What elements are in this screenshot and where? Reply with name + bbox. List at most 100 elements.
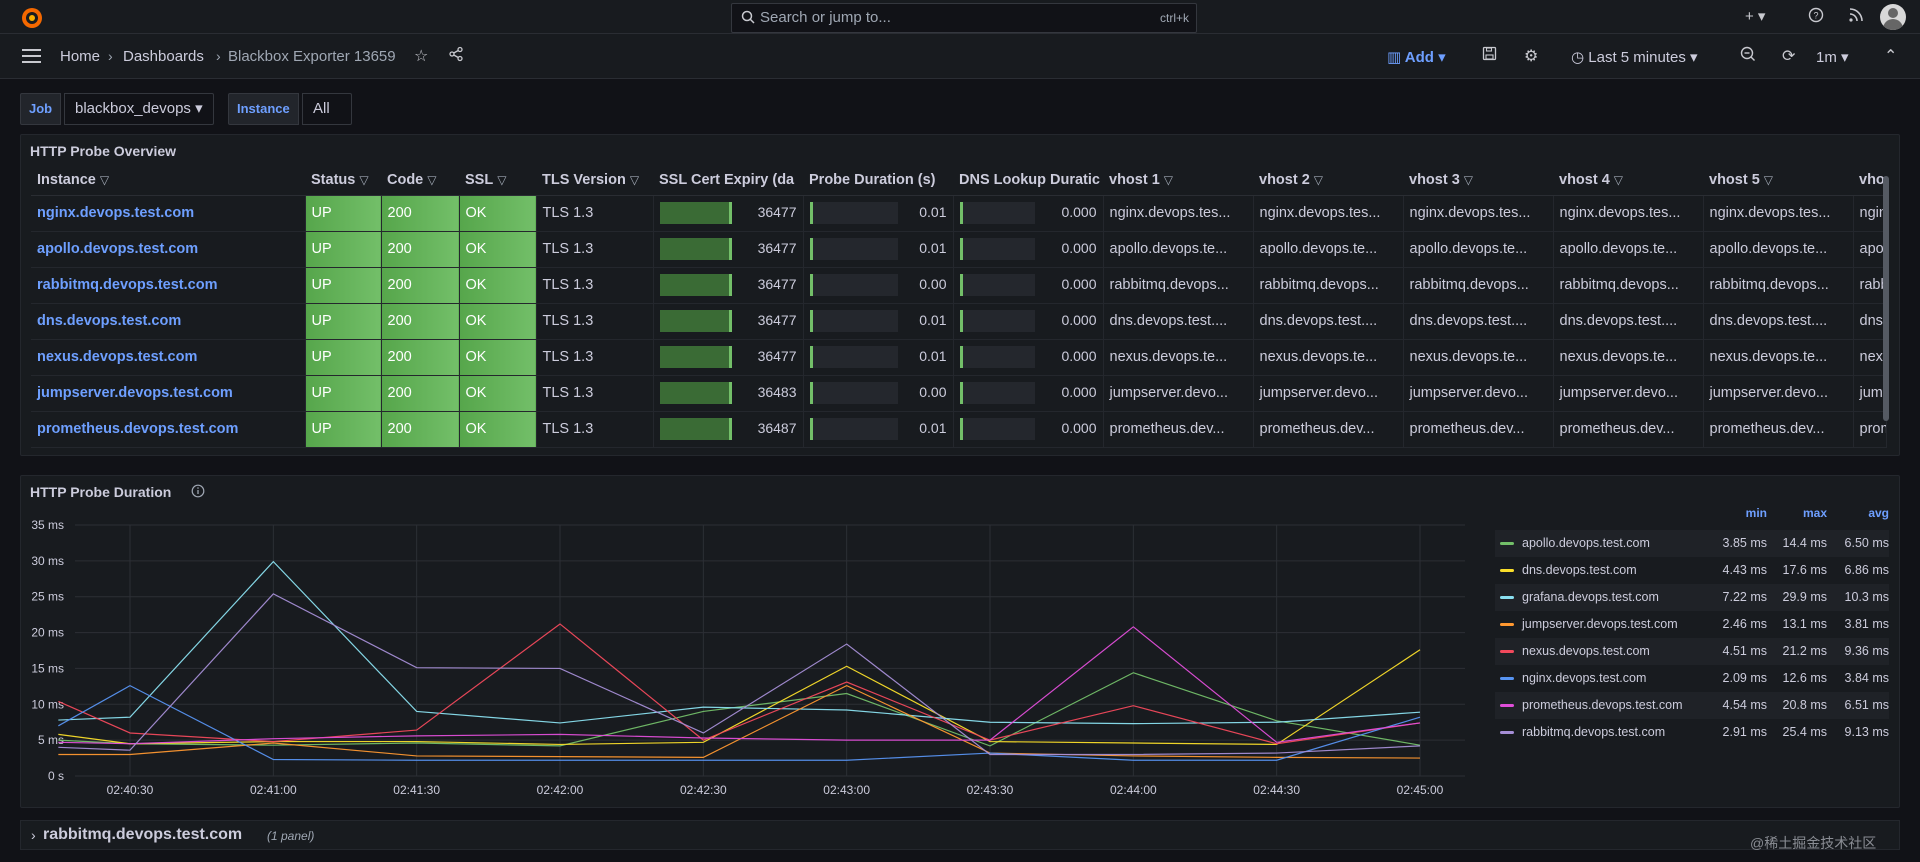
top-bar: Search or jump to... ctrl+k + ▾ ? [0,0,1920,34]
filter-icon[interactable]: ▽ [427,172,437,187]
vertical-scrollbar[interactable] [1883,176,1889,421]
breadcrumb-dashboards[interactable]: Dashboards [123,48,204,65]
add-panel-icon: ▥ [1387,49,1405,66]
vhost-cell: dns.d [1853,303,1887,340]
legend-min-value: 2.09 ms [1722,671,1767,685]
ssl-expiry-gauge: 36477 [653,231,804,268]
legend-item[interactable]: grafana.devops.test.com 7.22 ms 29.9 ms 10.… [1495,584,1889,611]
zoom-out-icon[interactable] [1740,46,1756,67]
time-range-picker[interactable]: ◷ Last 5 minutes ▾ [1571,49,1698,66]
help-icon[interactable]: ? [1808,7,1824,27]
plus-icon[interactable]: + ▾ [1745,8,1766,25]
column-header[interactable]: vhost 5 ▽ [1703,165,1853,196]
legend-max-value: 21.2 ms [1782,644,1827,658]
column-header[interactable]: TLS Version ▽ [536,165,653,196]
legend-item[interactable]: dns.devops.test.com 4.43 ms 17.6 ms 6.86 ms [1495,557,1889,584]
instance-link[interactable]: nexus.devops.test.com [31,339,306,376]
info-icon[interactable] [191,484,205,501]
vhost-cell: nexus.devops.te... [1403,339,1554,376]
column-header[interactable]: vhos [1853,165,1886,196]
table-row: rabbitmq.devops.test.com UP 200 OK TLS 1.3 36… [31,267,1887,304]
filter-icon[interactable]: ▽ [629,172,640,187]
job-variable-select[interactable]: blackbox_devops ▾ [64,93,214,125]
grafana-logo-icon[interactable] [20,6,44,30]
legend-avg-value: 3.84 ms [1844,671,1889,685]
collapsed-row-rabbitmq[interactable]: › rabbitmq.devops.test.com (1 panel) [20,820,1900,850]
legend-item[interactable]: prometheus.devops.test.com 4.54 ms 20.8 ms… [1495,692,1889,719]
legend-item[interactable]: jumpserver.devops.test.com 2.46 ms 13.1 ms… [1495,611,1889,638]
x-tick-label: 02:43:00 [823,783,870,797]
instance-link[interactable]: dns.devops.test.com [31,303,306,340]
refresh-icon[interactable]: ⟳ [1782,48,1796,65]
legend-header-avg[interactable]: avg [1868,506,1889,520]
legend-item[interactable]: nginx.devops.test.com 2.09 ms 12.6 ms 3.84 … [1495,665,1889,692]
column-header[interactable]: vhost 4 ▽ [1553,165,1703,196]
legend-item[interactable]: nexus.devops.test.com 4.51 ms 21.2 ms 9.36 … [1495,638,1889,665]
vhost-cell: nginx [1853,195,1887,232]
dns-lookup-gauge: 0.000 [953,411,1104,448]
filter-icon[interactable]: ▽ [1163,172,1173,187]
column-header[interactable]: SSL ▽ [459,165,536,196]
rss-icon[interactable] [1848,7,1864,27]
share-icon[interactable] [448,46,464,67]
breadcrumb-home[interactable]: Home [60,48,101,65]
table-row: prometheus.devops.test.com UP 200 OK TLS 1.3… [31,411,1887,448]
column-header[interactable]: vhost 3 ▽ [1403,165,1553,196]
legend-header-min[interactable]: min [1745,506,1767,520]
column-header-label: DNS Lookup Duratic [959,171,1100,188]
panel-title: HTTP Probe Duration [30,484,172,500]
filter-icon[interactable]: ▽ [1313,172,1323,187]
column-header[interactable]: Instance ▽ [31,165,305,196]
filter-icon[interactable]: ▽ [359,172,369,187]
column-header[interactable]: vhost 1 ▽ [1103,165,1253,196]
filter-icon[interactable]: ▽ [1463,172,1473,187]
column-header-label: Instance [37,171,96,188]
column-header[interactable]: Probe Duration (s) [803,165,953,196]
dns-lookup-gauge-value: 0.000 [1061,348,1097,364]
legend-swatch [1500,731,1514,734]
menu-icon[interactable] [22,49,41,63]
code-cell: 200 [381,411,460,448]
avatar[interactable] [1880,4,1906,30]
vhost-cell: prometheus.dev... [1703,411,1854,448]
search-input[interactable]: Search or jump to... ctrl+k [731,3,1197,33]
column-header-label: Status [311,171,356,188]
column-header[interactable]: Status ▽ [305,165,381,196]
series-line-nginx [58,684,1421,761]
legend-series-name: nginx.devops.test.com [1522,671,1647,685]
filter-icon[interactable]: ▽ [497,172,507,187]
instance-link[interactable]: prometheus.devops.test.com [31,411,306,448]
instance-link[interactable]: apollo.devops.test.com [31,231,306,268]
legend-item[interactable]: apollo.devops.test.com 3.85 ms 14.4 ms 6.50… [1495,530,1889,557]
column-header[interactable]: DNS Lookup Duratic [953,165,1103,196]
legend-min-value: 4.51 ms [1722,644,1767,658]
filter-icon[interactable]: ▽ [1763,172,1773,187]
refresh-interval-picker[interactable]: 1m ▾ [1816,49,1849,66]
column-header[interactable]: SSL Cert Expiry (da [653,165,803,196]
column-header[interactable]: Code ▽ [381,165,459,196]
instance-link[interactable]: nginx.devops.test.com [31,195,306,232]
instance-link[interactable]: jumpserver.devops.test.com [31,375,306,412]
collapse-chevron-up-icon[interactable]: ⌃ [1884,48,1898,65]
star-icon[interactable]: ☆ [414,48,429,65]
column-header-label: vhost 5 [1709,171,1760,188]
instance-link[interactable]: rabbitmq.devops.test.com [31,267,306,304]
status-cell: UP [305,339,382,376]
series-line-dns [58,649,1421,746]
filter-icon[interactable]: ▽ [99,172,110,187]
save-icon[interactable] [1482,46,1497,66]
legend-max-value: 13.1 ms [1782,617,1827,631]
add-button[interactable]: ▥ Add ▾ [1387,49,1446,66]
filter-icon[interactable]: ▽ [1613,172,1623,187]
ssl-cell: OK [459,195,537,232]
series-line-apollo [58,672,1421,747]
column-header-label: Probe Duration (s) [809,171,936,188]
probe-duration-chart[interactable]: 0 s 5 ms 10 ms 15 ms 20 ms 25 ms 30 ms 35 ms 02:… [20,505,1480,805]
vhost-cell: jumpserver.devo... [1553,375,1704,412]
legend-item[interactable]: rabbitmq.devops.test.com 2.91 ms 25.4 ms 9.… [1495,719,1889,746]
column-header[interactable]: vhost 2 ▽ [1253,165,1403,196]
instance-variable-select[interactable]: All ▾ [302,93,352,147]
legend-header-max[interactable]: max [1802,506,1827,520]
ssl-expiry-gauge-value: 36477 [757,240,797,256]
settings-gear-icon[interactable]: ⚙ [1524,48,1539,65]
